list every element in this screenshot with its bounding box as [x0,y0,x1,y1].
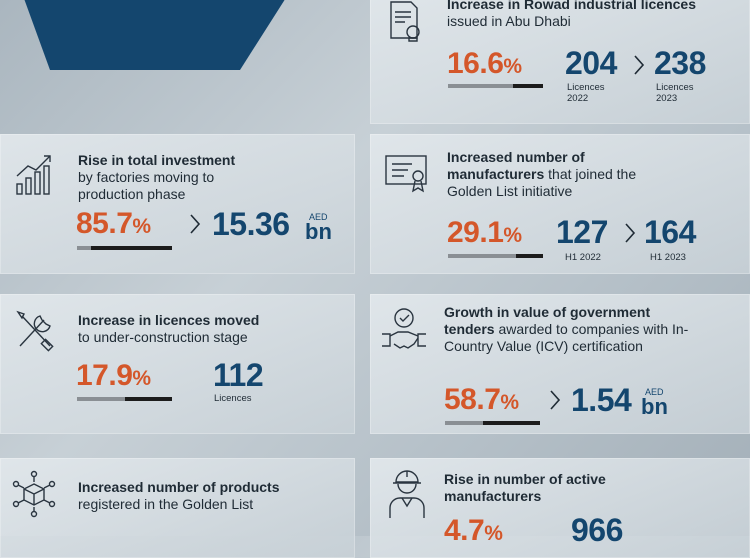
card1-progress-bar [448,84,543,88]
stat-card-under-construction [0,294,355,434]
chevron-right-icon [634,55,645,75]
card4-title: Increase in licences moved to under-const… [78,312,260,345]
bar-chart-growth-icon [14,152,54,196]
card4-percentage: 17.9% [76,359,151,392]
decorative-banner-shape [24,0,285,70]
card3-percentage: 29.1% [447,216,522,249]
card3-from-value: 127 [556,214,608,250]
card4-progress-bar [77,397,172,401]
card2-value: 15.36 [212,206,290,242]
card5-value: 1.54 [571,382,632,418]
product-box-network-icon [12,470,56,518]
licence-document-icon [385,0,425,42]
card1-to-label: Licences 2023 [656,82,694,104]
chevron-right-icon [625,223,636,243]
card5-title: Growth in value of government tenders aw… [444,304,689,354]
stat-card-rowad-licences [370,0,750,124]
card3-from-label: H1 2022 [565,252,601,263]
stat-card-government-tenders [370,294,750,434]
card3-to-label: H1 2023 [650,252,686,263]
card5-progress-bar [445,421,540,425]
card1-from-value: 204 [565,45,617,81]
card2-unit: bn [305,219,332,244]
card4-value: 112 [213,357,264,393]
card3-to-value: 164 [644,214,696,250]
certificate-icon [384,152,428,194]
card2-currency: AED [309,212,328,222]
card6-title: Increased number of products registered i… [78,479,280,512]
card2-percentage: 85.7% [76,207,151,240]
wrench-screwdriver-icon [14,308,58,352]
card2-title: Rise in total investment by factories mov… [78,152,236,202]
stat-card-golden-list-manufacturers [370,134,750,274]
worker-icon [388,468,426,520]
card5-unit: bn [641,394,668,419]
card3-title: Increased number of manufacturers that j… [447,149,637,199]
card1-to-value: 238 [654,45,706,81]
card7-value: 966 [571,512,623,548]
chevron-right-icon [550,390,561,410]
card4-value-label: Licences [214,393,252,404]
handshake-icon [380,306,428,354]
card1-percentage: 16.6% [447,47,522,80]
card1-from-label: Licences 2022 [567,82,605,104]
card3-progress-bar [448,254,543,258]
chevron-right-icon [190,214,201,234]
stat-card-total-investment [0,134,355,274]
card1-title: Increase in Rowad industrial licences is… [447,0,696,29]
card2-progress-bar [77,246,172,250]
card5-currency: AED [645,387,664,397]
card5-percentage: 58.7% [444,383,519,416]
card7-title: Rise in number of active manufacturers [444,471,606,504]
card7-percentage: 4.7% [444,514,503,547]
